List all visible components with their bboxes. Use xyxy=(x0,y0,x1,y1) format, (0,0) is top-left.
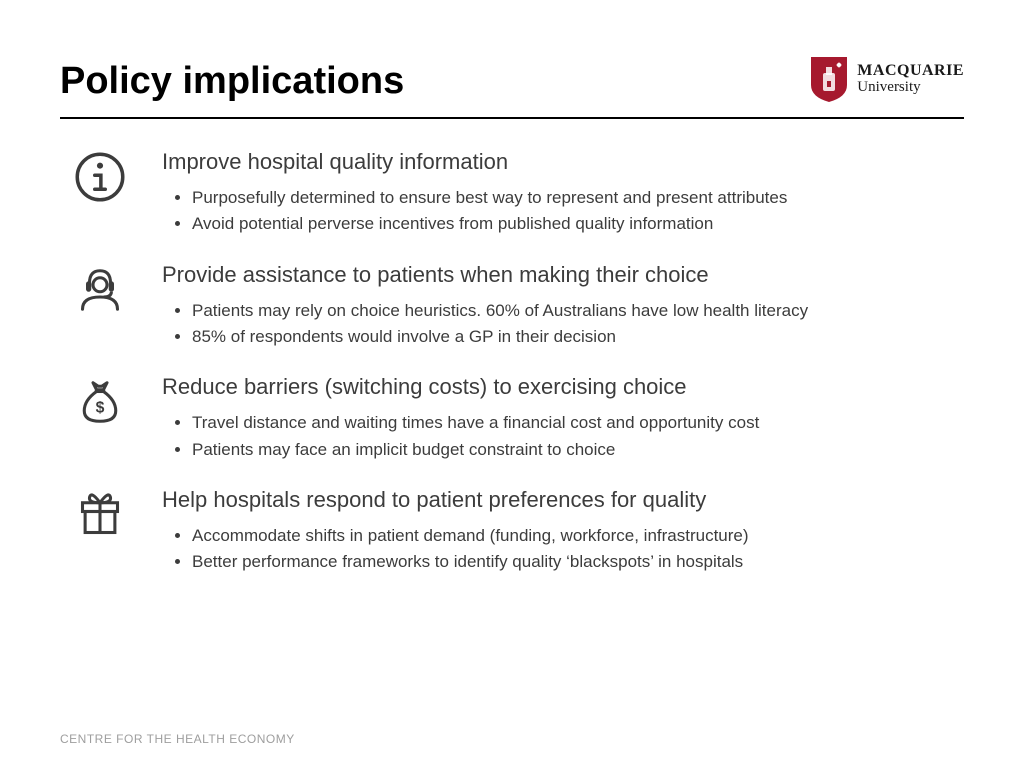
item-bullets: Accommodate shifts in patient demand (fu… xyxy=(162,523,964,576)
item-heading: Reduce barriers (switching costs) to exe… xyxy=(162,374,964,400)
info-icon xyxy=(72,149,128,205)
content-area: Improve hospital quality information Pur… xyxy=(0,119,1024,576)
svg-text:$: $ xyxy=(96,400,105,417)
logo-text: MACQUARIE University xyxy=(857,63,964,96)
policy-item: $ Reduce barriers (switching costs) to e… xyxy=(70,372,964,463)
slide-header: Policy implications MACQUARIE University xyxy=(0,0,1024,103)
bullet: Purposefully determined to ensure best w… xyxy=(192,185,964,211)
page-title: Policy implications xyxy=(60,60,404,103)
bullet: Patients may face an implicit budget con… xyxy=(192,437,964,463)
gift-icon xyxy=(72,487,128,543)
bullet: Travel distance and waiting times have a… xyxy=(192,410,964,436)
item-heading: Help hospitals respond to patient prefer… xyxy=(162,487,964,513)
item-heading: Improve hospital quality information xyxy=(162,149,964,175)
item-bullets: Travel distance and waiting times have a… xyxy=(162,410,964,463)
policy-item: Provide assistance to patients when maki… xyxy=(70,260,964,351)
money-bag-icon: $ xyxy=(72,374,128,430)
headset-person-icon xyxy=(72,262,128,318)
university-logo: MACQUARIE University xyxy=(809,55,964,103)
bullet: Avoid potential perverse incentives from… xyxy=(192,211,964,237)
footer-text: CENTRE FOR THE HEALTH ECONOMY xyxy=(60,732,295,746)
logo-text-line1: MACQUARIE xyxy=(857,63,964,80)
policy-item: Improve hospital quality information Pur… xyxy=(70,147,964,238)
logo-text-line2: University xyxy=(857,80,964,96)
bullet: 85% of respondents would involve a GP in… xyxy=(192,324,964,350)
bullet: Patients may rely on choice heuristics. … xyxy=(192,298,964,324)
bullet: Accommodate shifts in patient demand (fu… xyxy=(192,523,964,549)
item-bullets: Purposefully determined to ensure best w… xyxy=(162,185,964,238)
logo-shield-icon xyxy=(809,55,849,103)
item-bullets: Patients may rely on choice heuristics. … xyxy=(162,298,964,351)
bullet: Better performance frameworks to identif… xyxy=(192,549,964,575)
item-heading: Provide assistance to patients when maki… xyxy=(162,262,964,288)
policy-item: Help hospitals respond to patient prefer… xyxy=(70,485,964,576)
